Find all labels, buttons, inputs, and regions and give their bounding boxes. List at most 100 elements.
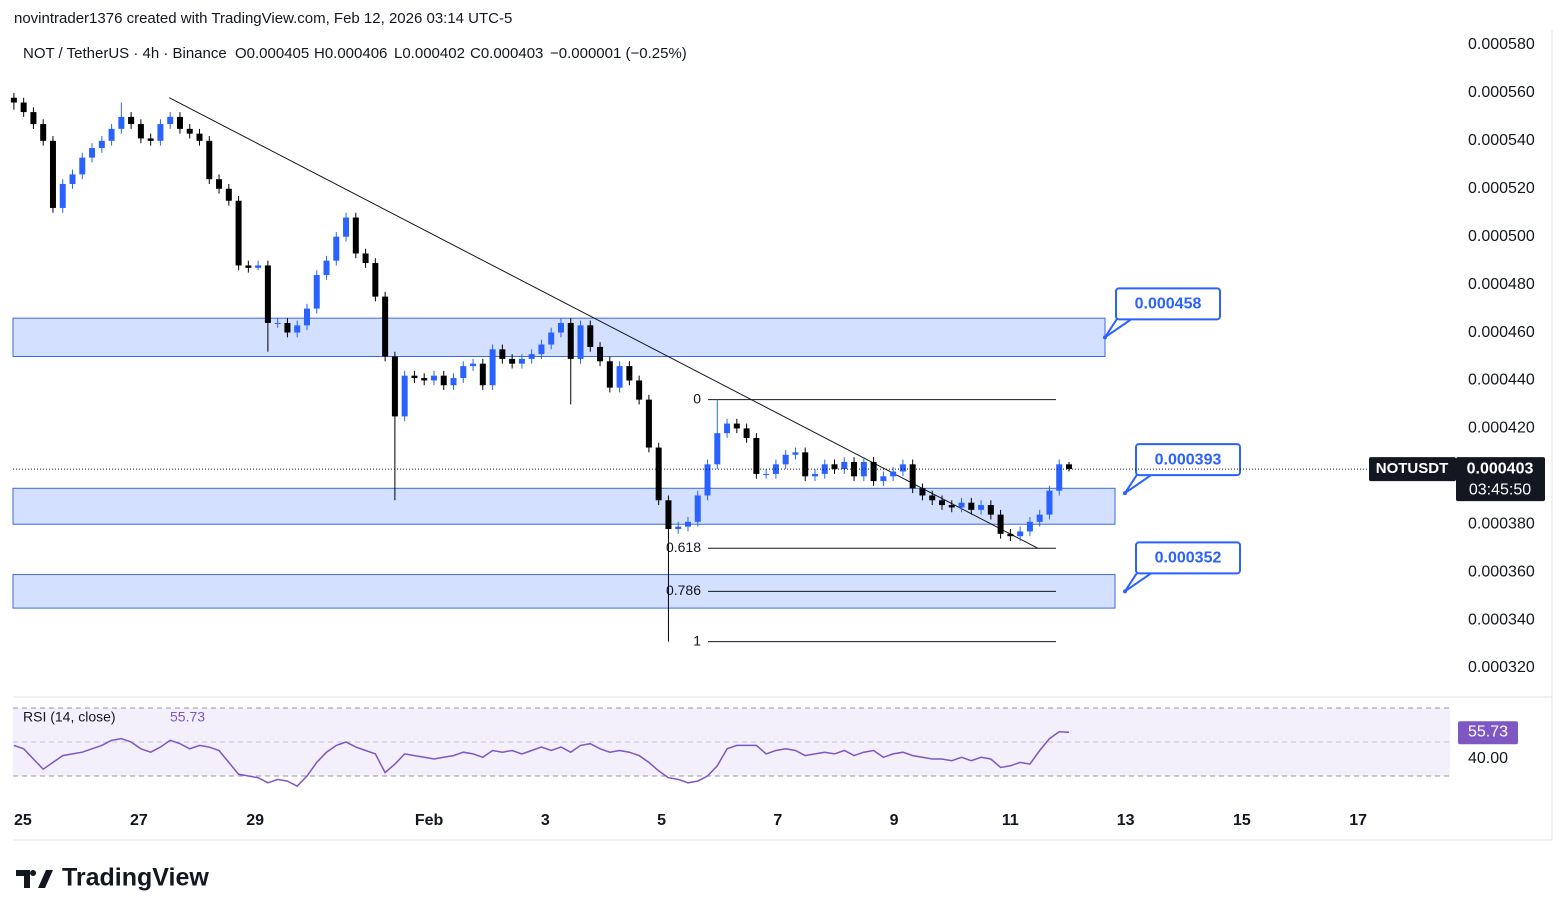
x-tick-label: 7 — [773, 812, 782, 829]
candle-body — [538, 344, 545, 355]
candle-body — [274, 322, 281, 324]
candle-body — [548, 332, 555, 345]
candle-body — [1036, 514, 1043, 522]
candle-body — [929, 495, 936, 501]
candle-body — [372, 263, 379, 297]
candle-body — [987, 505, 994, 515]
x-tick-label: 3 — [541, 812, 550, 829]
fib-label: 0.618 — [666, 539, 701, 555]
y-tick-label: 0.000560 — [1468, 84, 1535, 101]
candle-body — [245, 265, 252, 268]
candle-body — [577, 325, 584, 359]
candle-body — [49, 140, 56, 208]
candle-body — [30, 112, 37, 125]
brand: TradingView — [62, 864, 209, 892]
callout-box — [1135, 443, 1241, 477]
candle-body — [616, 366, 623, 388]
candle-body — [10, 97, 17, 103]
candle-body — [811, 473, 818, 477]
y-tick-label: 0.000440 — [1468, 372, 1535, 389]
candle-body — [597, 346, 604, 362]
candle-body — [440, 375, 447, 386]
candle-body — [411, 375, 418, 379]
candle-body — [704, 464, 711, 496]
candle-body — [694, 495, 701, 522]
rsi-value-label: 55.73 — [1468, 723, 1508, 740]
candle-body — [724, 423, 731, 434]
candle-body — [98, 140, 105, 149]
candle-body — [294, 325, 301, 333]
zone — [12, 487, 1116, 525]
candle-body — [225, 188, 232, 201]
callout-anchor — [1123, 491, 1127, 496]
candle-body — [782, 454, 789, 465]
candle-body — [880, 476, 887, 482]
x-tick-label: 11 — [1002, 812, 1019, 829]
y-tick-label: 0.000360 — [1468, 563, 1535, 580]
fib-label: 0.786 — [666, 582, 701, 598]
symbol-label: NOTUSDT — [1376, 460, 1449, 477]
close: C0.000403 — [470, 45, 543, 62]
candle-body — [20, 102, 27, 113]
callout-anchor — [1103, 335, 1107, 340]
price-box — [1456, 457, 1545, 502]
high: H0.000406 — [314, 45, 387, 62]
candle-body — [264, 265, 271, 323]
symbol: NOT / TetherUS · 4h · Binance — [23, 45, 227, 62]
candle-body — [655, 447, 662, 501]
rsi-value-box — [1458, 721, 1518, 745]
candle-body — [841, 461, 848, 470]
price-label: 0.000403 — [1467, 460, 1534, 477]
y-tick-label: 0.000460 — [1468, 324, 1535, 341]
attribution: novintrader1376 created with TradingView… — [14, 10, 512, 27]
candle-body — [870, 461, 877, 482]
rsi-band — [13, 708, 1450, 776]
fib-label: 1 — [693, 632, 701, 648]
x-tick-label: 15 — [1233, 812, 1251, 829]
candle-body — [997, 514, 1004, 534]
y-tick-label: 0.000540 — [1468, 132, 1535, 149]
symbol-box — [1369, 457, 1456, 482]
x-tick-label: 5 — [657, 812, 666, 829]
candle-body — [333, 236, 340, 261]
candle-body — [206, 140, 213, 180]
candle-body — [919, 488, 926, 496]
candle-body — [1017, 531, 1024, 537]
candle-body — [430, 375, 437, 381]
candle-body — [645, 399, 652, 448]
candle-body — [489, 349, 496, 386]
candle-body — [147, 138, 154, 141]
candle-body — [557, 322, 564, 333]
candle-body — [567, 322, 574, 359]
candle-body — [518, 358, 525, 364]
candle-body — [1065, 464, 1072, 470]
candle-body — [470, 363, 477, 367]
candle-body — [118, 116, 125, 129]
candle-body — [890, 471, 897, 477]
candle-body — [802, 452, 809, 477]
candle-body — [167, 116, 174, 125]
rsi-tick-label: 40.00 — [1468, 750, 1508, 767]
candle-body — [421, 378, 428, 381]
candle-body — [665, 500, 672, 530]
candle-body — [948, 505, 955, 508]
fib-label: 0 — [693, 390, 701, 406]
legend: NOT / TetherUS · 4h · Binance O0.000405 … — [23, 45, 687, 62]
callout-label: 0.000352 — [1155, 550, 1222, 567]
candle-body — [89, 148, 96, 158]
candle-body — [1007, 533, 1014, 537]
candle-body — [499, 349, 506, 359]
y-tick-label: 0.000580 — [1468, 36, 1535, 53]
callout-box — [1115, 287, 1221, 321]
candle-body — [909, 464, 916, 489]
candle-body — [216, 179, 223, 189]
x-tick-label: 9 — [890, 812, 899, 829]
y-tick-label: 0.000420 — [1468, 420, 1535, 437]
logo: TradingView — [16, 864, 209, 892]
candle-body — [763, 473, 770, 475]
candle-body — [899, 464, 906, 472]
candle-body — [479, 363, 486, 386]
candle-body — [128, 116, 135, 125]
candle-body — [821, 464, 828, 474]
rsi-title: RSI (14, close) — [23, 709, 116, 725]
